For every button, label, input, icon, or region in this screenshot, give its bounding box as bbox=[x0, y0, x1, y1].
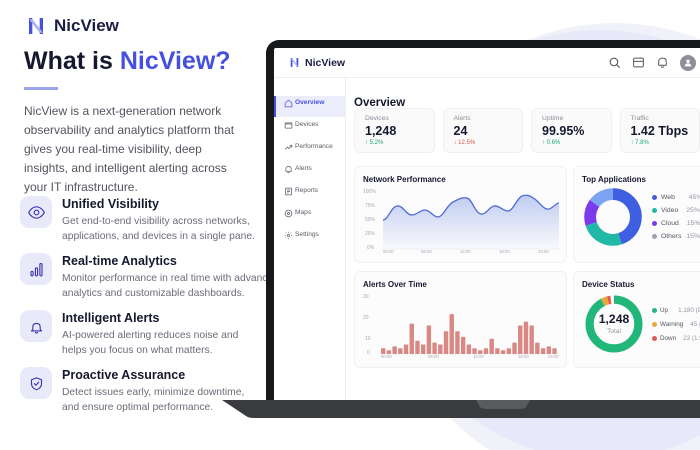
svg-text:00:00: 00:00 bbox=[383, 249, 394, 254]
svg-text:25%: 25% bbox=[365, 231, 376, 237]
svg-text:18:00: 18:00 bbox=[499, 249, 510, 254]
svg-text:Total: Total bbox=[607, 328, 621, 335]
svg-text:1,248: 1,248 bbox=[599, 312, 630, 326]
svg-text:18:00: 18:00 bbox=[518, 354, 529, 359]
svg-text:50%: 50% bbox=[365, 217, 376, 223]
svg-text:00:00: 00:00 bbox=[381, 354, 392, 359]
svg-text:20: 20 bbox=[363, 315, 369, 321]
svg-text:12:00: 12:00 bbox=[473, 354, 484, 359]
svg-text:0: 0 bbox=[367, 350, 370, 356]
svg-text:100%: 100% bbox=[363, 189, 376, 195]
svg-text:06:00: 06:00 bbox=[421, 249, 432, 254]
svg-text:75%: 75% bbox=[365, 203, 376, 209]
svg-text:0%: 0% bbox=[367, 245, 375, 251]
svg-text:30: 30 bbox=[363, 294, 369, 300]
svg-text:24:00: 24:00 bbox=[548, 354, 559, 359]
svg-text:10: 10 bbox=[365, 336, 371, 342]
svg-text:06:00: 06:00 bbox=[428, 354, 439, 359]
svg-text:12:00: 12:00 bbox=[460, 249, 471, 254]
svg-text:24:00: 24:00 bbox=[538, 249, 549, 254]
